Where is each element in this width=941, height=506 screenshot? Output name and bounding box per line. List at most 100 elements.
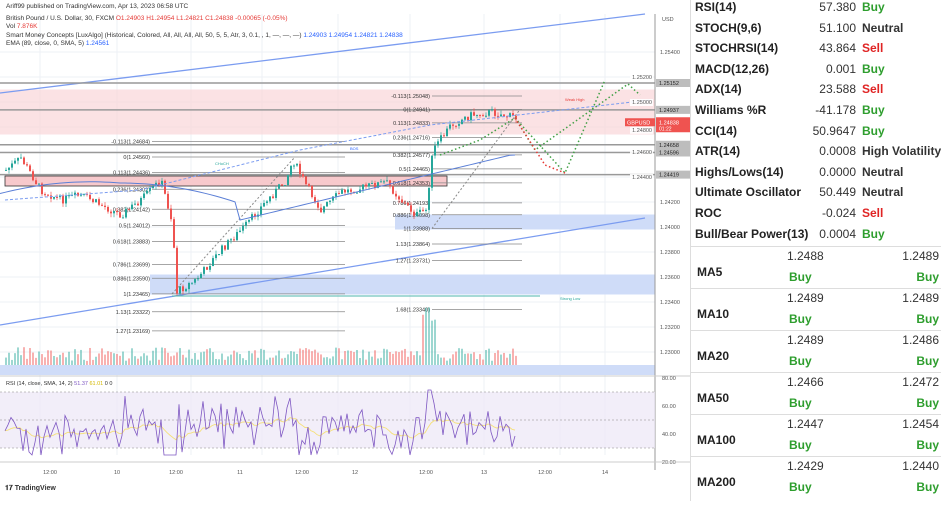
ma-name: MA5 bbox=[697, 265, 723, 279]
fib-label: 0.886(1.24098) bbox=[393, 213, 430, 219]
fib-label: 1.13(1.23864) bbox=[396, 242, 430, 248]
rsi-tick: 80.00 bbox=[662, 376, 676, 382]
oscillator-signal: Buy bbox=[862, 123, 885, 138]
ma-name: MA10 bbox=[697, 307, 730, 321]
volume-bar bbox=[335, 347, 337, 365]
symbol-name[interactable]: British Pound / U.S. Dollar, 30, FXCM bbox=[6, 14, 115, 22]
volume-bar bbox=[182, 354, 184, 365]
volume-bar bbox=[287, 354, 289, 365]
oscillator-value: 0.0008 bbox=[819, 144, 856, 159]
ma-simple-signal: Buy bbox=[789, 438, 812, 452]
candle-body bbox=[308, 184, 310, 187]
volume-bar bbox=[386, 349, 388, 365]
candle-body bbox=[275, 188, 277, 198]
demand-zone bbox=[395, 214, 655, 230]
candle-body bbox=[398, 196, 400, 200]
candle-body bbox=[98, 199, 100, 205]
tradingview-logo[interactable]: 𝟏𝟕 TradingView bbox=[5, 485, 56, 493]
price-chart-canvas[interactable]: -0.113(1.24684) 0(1.24560) 0.113(1.24436) 0… bbox=[0, 0, 690, 501]
candle-body bbox=[230, 239, 232, 241]
candle-body bbox=[23, 157, 25, 165]
candle-body bbox=[365, 184, 367, 187]
volume-bar bbox=[215, 358, 217, 365]
candle-body bbox=[146, 190, 148, 194]
volume-bar bbox=[305, 348, 307, 365]
oscillator-value: -41.178 bbox=[815, 103, 856, 117]
oscillator-signal: Neutral bbox=[862, 185, 904, 200]
ma-exp-value: 1.2489 bbox=[902, 249, 939, 263]
volume-bar bbox=[113, 353, 115, 365]
volume-bar bbox=[515, 355, 517, 365]
volume-bar bbox=[374, 350, 376, 365]
volume-bar bbox=[299, 348, 301, 365]
candle-body bbox=[425, 209, 427, 211]
candle-body bbox=[170, 208, 172, 220]
volume-bar bbox=[506, 357, 508, 365]
candle-body bbox=[269, 196, 271, 202]
volume-bar bbox=[434, 319, 436, 365]
volume-bar bbox=[377, 358, 379, 365]
volume-bar bbox=[356, 349, 358, 365]
ma-simple-value: 1.2488 bbox=[787, 249, 824, 263]
price-tick: 1.24200 bbox=[660, 200, 680, 206]
volume-bar bbox=[410, 351, 412, 365]
smc-indicator-line[interactable]: Smart Money Concepts [LuxAlgo] (Historic… bbox=[6, 32, 403, 41]
volume-bar bbox=[341, 359, 343, 365]
candle-body bbox=[479, 114, 481, 116]
candle-body bbox=[263, 202, 265, 207]
ohlc-close: C1.24838 bbox=[205, 14, 234, 22]
weak-high-label: Weak High bbox=[565, 97, 585, 102]
volume-bar bbox=[59, 354, 61, 365]
fib-label: 1.27(1.23731) bbox=[396, 259, 430, 265]
volume-bar bbox=[257, 357, 259, 365]
volume-bar bbox=[122, 351, 124, 365]
price-tick: 1.24600 bbox=[632, 150, 652, 156]
candle-body bbox=[470, 112, 472, 121]
candle-body bbox=[224, 245, 226, 250]
technical-summary-panel: RSI(14) 57.380 Buy STOCH(9,6) 51.100 Neutral S… bbox=[690, 0, 941, 501]
candle-body bbox=[428, 187, 430, 210]
volume-bar bbox=[455, 351, 457, 365]
candle-body bbox=[299, 163, 301, 175]
ma-simple-value: 1.2489 bbox=[787, 291, 824, 305]
moving-average-row: MA20 1.2489 1.2486 Buy Buy bbox=[691, 330, 941, 374]
time-tick: 12:00 bbox=[169, 470, 183, 476]
fib-label: -0.113(1.24684) bbox=[111, 140, 150, 146]
fib-label: 0.113(1.24833) bbox=[393, 121, 430, 127]
volume-bar bbox=[137, 358, 139, 365]
ohlc-open: O1.24903 bbox=[115, 14, 145, 22]
oscillator-signal: Buy bbox=[862, 0, 885, 14]
volume-bar bbox=[290, 351, 292, 365]
oscillator-signal: Sell bbox=[862, 41, 884, 56]
candle-body bbox=[203, 267, 205, 274]
fib-label: 0.5(1.24012) bbox=[119, 224, 150, 230]
candle-body bbox=[68, 195, 70, 197]
volume-bar bbox=[494, 352, 496, 365]
volume-bar bbox=[428, 307, 430, 365]
candle-body bbox=[125, 208, 127, 218]
volume-bar bbox=[110, 352, 112, 365]
volume-bar bbox=[236, 352, 238, 365]
oscillator-name: MACD(12,26) bbox=[695, 61, 770, 76]
candle-body bbox=[38, 183, 40, 185]
oscillator-row: Williams %R -41.178 Buy bbox=[691, 100, 941, 120]
oscillator-row: STOCH(9,6) 51.100 Neutral bbox=[691, 18, 941, 38]
price-tick: 1.23800 bbox=[660, 250, 680, 256]
fib-label: 0.382(1.24577) bbox=[393, 153, 430, 159]
volume-bar bbox=[86, 360, 88, 365]
ma-exp-signal: Buy bbox=[916, 354, 939, 368]
candle-body bbox=[347, 189, 349, 193]
oscillator-value: 51.100 bbox=[819, 20, 856, 35]
candle-body bbox=[221, 245, 223, 255]
volume-bar bbox=[308, 349, 310, 365]
candle-body bbox=[215, 254, 217, 259]
price-tick: 1.24400 bbox=[632, 175, 652, 181]
candle-body bbox=[407, 202, 409, 206]
ema-indicator-line[interactable]: EMA (89, close, 0, SMA, 5) 1.24561 bbox=[6, 40, 403, 49]
tradingview-chart[interactable]: -0.113(1.24684) 0(1.24560) 0.113(1.24436) 0… bbox=[0, 0, 690, 501]
volume-bar bbox=[143, 353, 145, 365]
candle-body bbox=[236, 232, 238, 241]
ma-simple-value: 1.2429 bbox=[787, 459, 824, 473]
volume-bar bbox=[128, 358, 130, 365]
volume-bar bbox=[269, 357, 271, 365]
